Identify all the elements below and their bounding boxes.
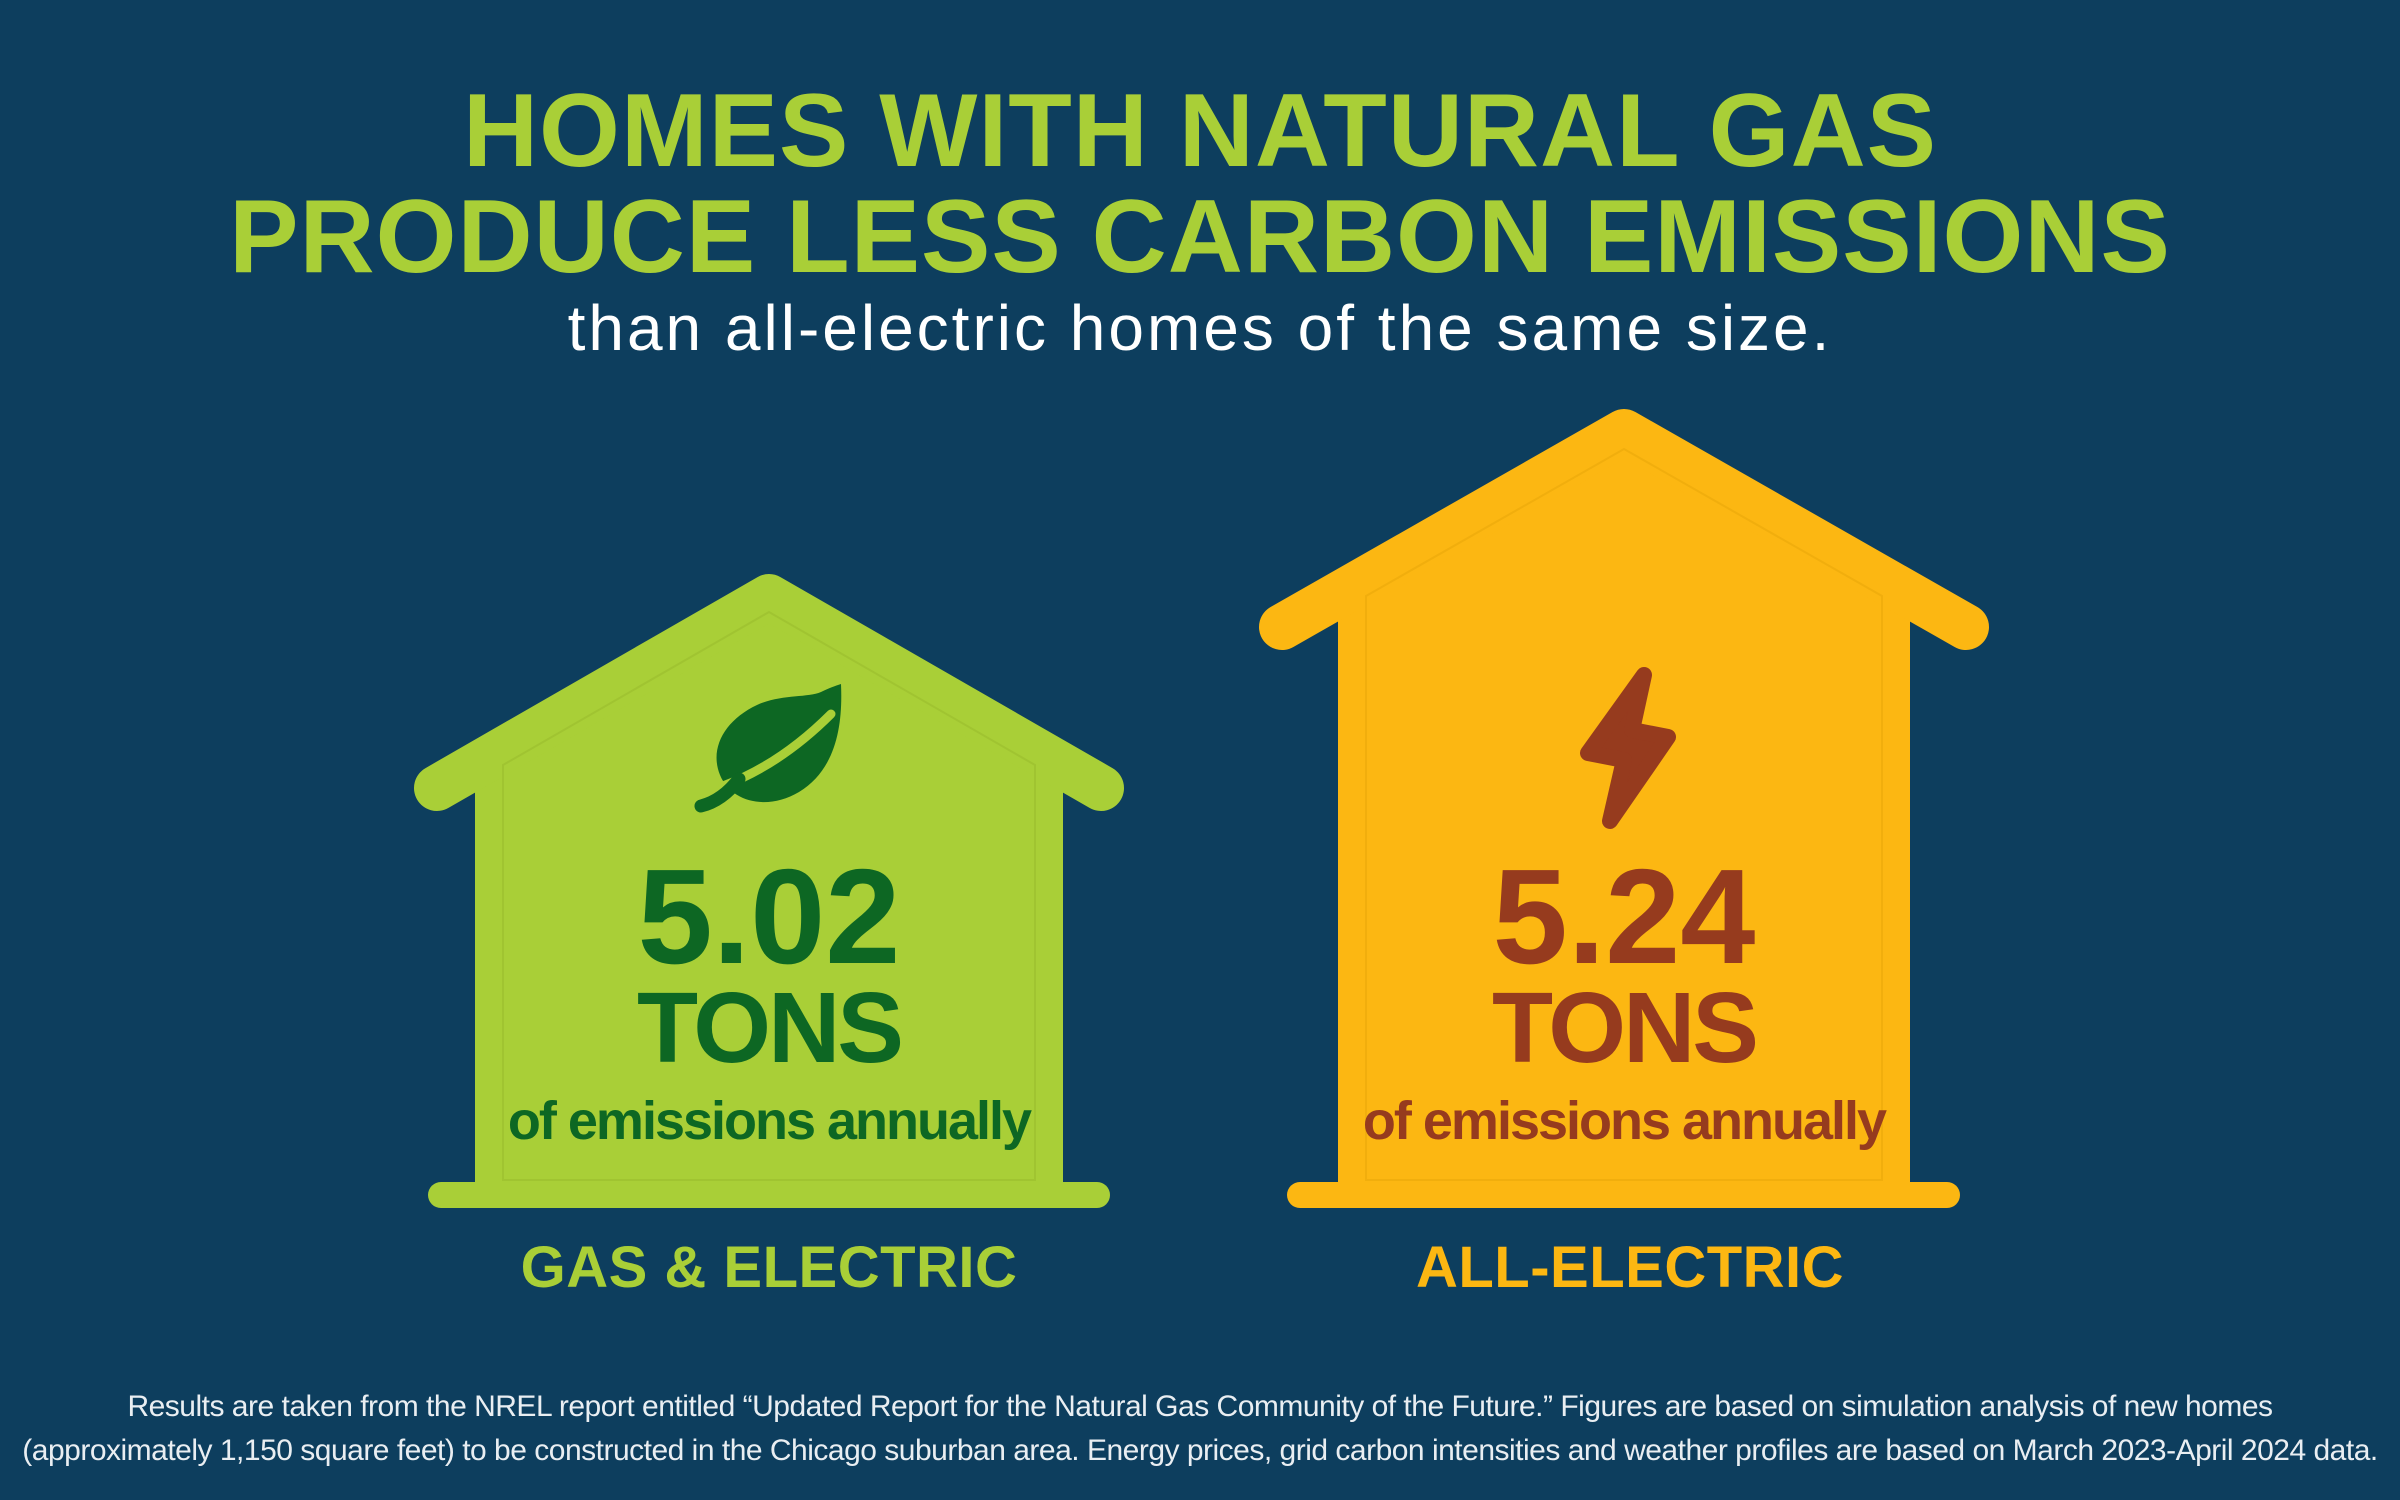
gas-electric-label: GAS & ELECTRIC	[520, 1235, 1018, 1300]
house-body	[475, 575, 1063, 1207]
gas-electric-house-shape	[414, 574, 1124, 1208]
house-inset-outline	[1365, 447, 1883, 1181]
headline-line-1: HOMES WITH NATURAL GAS	[462, 73, 1938, 189]
electric-emissions-value: 5.24	[1492, 841, 1756, 992]
gas-emissions-value: 5.02	[637, 841, 901, 992]
all-electric-label: ALL-ELECTRIC	[1415, 1235, 1845, 1300]
footnote-line-2: (approximately 1,150 square feet) to be …	[22, 1434, 2378, 1467]
leaf-stem	[694, 772, 746, 813]
subtitle: than all-electric homes of the same size…	[567, 292, 1833, 364]
electric-emissions-unit: TONS	[1492, 972, 1759, 1084]
headline-line-2: PRODUCE LESS CARBON EMISSIONS	[229, 179, 2171, 295]
house-roof	[1259, 409, 1989, 650]
house-base	[1287, 1182, 1960, 1208]
house-roof	[414, 574, 1124, 811]
lightning-icon	[1580, 667, 1676, 829]
house-base	[428, 1182, 1110, 1208]
leaf-icon	[694, 684, 842, 813]
gas-emissions-unit: TONS	[637, 972, 904, 1084]
electric-emissions-caption: of emissions annually	[1362, 1091, 1887, 1151]
gas-emissions-caption: of emissions annually	[507, 1091, 1032, 1151]
footnote-line-1: Results are taken from the NREL report e…	[127, 1390, 2273, 1423]
footnote: Results are taken from the NREL report e…	[22, 1385, 2378, 1473]
house-inset-outline	[502, 610, 1036, 1181]
lightning-bolt	[1580, 667, 1676, 829]
